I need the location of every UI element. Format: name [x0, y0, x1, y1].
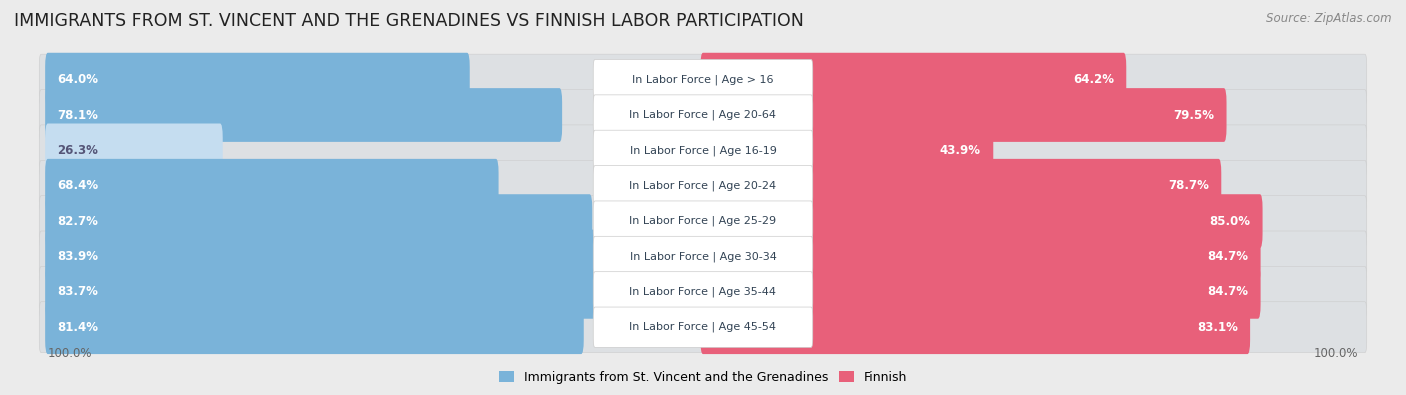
- Text: 68.4%: 68.4%: [58, 179, 98, 192]
- Text: 83.7%: 83.7%: [58, 285, 98, 298]
- Text: 78.7%: 78.7%: [1168, 179, 1209, 192]
- FancyBboxPatch shape: [593, 130, 813, 171]
- FancyBboxPatch shape: [593, 60, 813, 100]
- Text: 83.1%: 83.1%: [1197, 321, 1237, 334]
- FancyBboxPatch shape: [700, 194, 1263, 248]
- FancyBboxPatch shape: [45, 124, 222, 177]
- Text: 64.0%: 64.0%: [58, 73, 98, 86]
- Text: 100.0%: 100.0%: [1313, 347, 1358, 360]
- FancyBboxPatch shape: [593, 236, 813, 276]
- FancyBboxPatch shape: [700, 229, 1261, 283]
- FancyBboxPatch shape: [700, 124, 993, 177]
- FancyBboxPatch shape: [39, 160, 1367, 211]
- Text: IMMIGRANTS FROM ST. VINCENT AND THE GRENADINES VS FINNISH LABOR PARTICIPATION: IMMIGRANTS FROM ST. VINCENT AND THE GREN…: [14, 12, 804, 30]
- FancyBboxPatch shape: [39, 302, 1367, 353]
- FancyBboxPatch shape: [700, 159, 1222, 213]
- Legend: Immigrants from St. Vincent and the Grenadines, Finnish: Immigrants from St. Vincent and the Gren…: [494, 366, 912, 389]
- FancyBboxPatch shape: [700, 300, 1250, 354]
- FancyBboxPatch shape: [593, 95, 813, 135]
- Text: In Labor Force | Age > 16: In Labor Force | Age > 16: [633, 74, 773, 85]
- FancyBboxPatch shape: [45, 229, 600, 283]
- FancyBboxPatch shape: [39, 266, 1367, 317]
- Text: 82.7%: 82.7%: [58, 214, 98, 228]
- Text: Source: ZipAtlas.com: Source: ZipAtlas.com: [1267, 12, 1392, 25]
- Text: In Labor Force | Age 25-29: In Labor Force | Age 25-29: [630, 216, 776, 226]
- Text: In Labor Force | Age 20-24: In Labor Force | Age 20-24: [630, 181, 776, 191]
- FancyBboxPatch shape: [39, 54, 1367, 105]
- FancyBboxPatch shape: [700, 88, 1226, 142]
- FancyBboxPatch shape: [45, 265, 599, 319]
- FancyBboxPatch shape: [593, 272, 813, 312]
- Text: 84.7%: 84.7%: [1208, 250, 1249, 263]
- FancyBboxPatch shape: [39, 196, 1367, 246]
- Text: 43.9%: 43.9%: [939, 144, 981, 157]
- FancyBboxPatch shape: [39, 90, 1367, 141]
- FancyBboxPatch shape: [39, 231, 1367, 282]
- Text: 84.7%: 84.7%: [1208, 285, 1249, 298]
- Text: 78.1%: 78.1%: [58, 109, 98, 122]
- FancyBboxPatch shape: [45, 53, 470, 107]
- FancyBboxPatch shape: [700, 265, 1261, 319]
- Text: In Labor Force | Age 45-54: In Labor Force | Age 45-54: [630, 322, 776, 333]
- Text: 64.2%: 64.2%: [1073, 73, 1114, 86]
- FancyBboxPatch shape: [45, 300, 583, 354]
- FancyBboxPatch shape: [39, 125, 1367, 176]
- FancyBboxPatch shape: [700, 53, 1126, 107]
- Text: 83.9%: 83.9%: [58, 250, 98, 263]
- Text: In Labor Force | Age 35-44: In Labor Force | Age 35-44: [630, 287, 776, 297]
- Text: 26.3%: 26.3%: [58, 144, 98, 157]
- Text: 81.4%: 81.4%: [58, 321, 98, 334]
- Text: 85.0%: 85.0%: [1209, 214, 1250, 228]
- FancyBboxPatch shape: [45, 194, 592, 248]
- FancyBboxPatch shape: [593, 166, 813, 206]
- Text: 79.5%: 79.5%: [1173, 109, 1213, 122]
- Text: 100.0%: 100.0%: [48, 347, 93, 360]
- Text: In Labor Force | Age 20-64: In Labor Force | Age 20-64: [630, 110, 776, 120]
- Text: In Labor Force | Age 30-34: In Labor Force | Age 30-34: [630, 251, 776, 262]
- FancyBboxPatch shape: [593, 201, 813, 241]
- FancyBboxPatch shape: [45, 159, 499, 213]
- FancyBboxPatch shape: [593, 307, 813, 347]
- FancyBboxPatch shape: [45, 88, 562, 142]
- Text: In Labor Force | Age 16-19: In Labor Force | Age 16-19: [630, 145, 776, 156]
